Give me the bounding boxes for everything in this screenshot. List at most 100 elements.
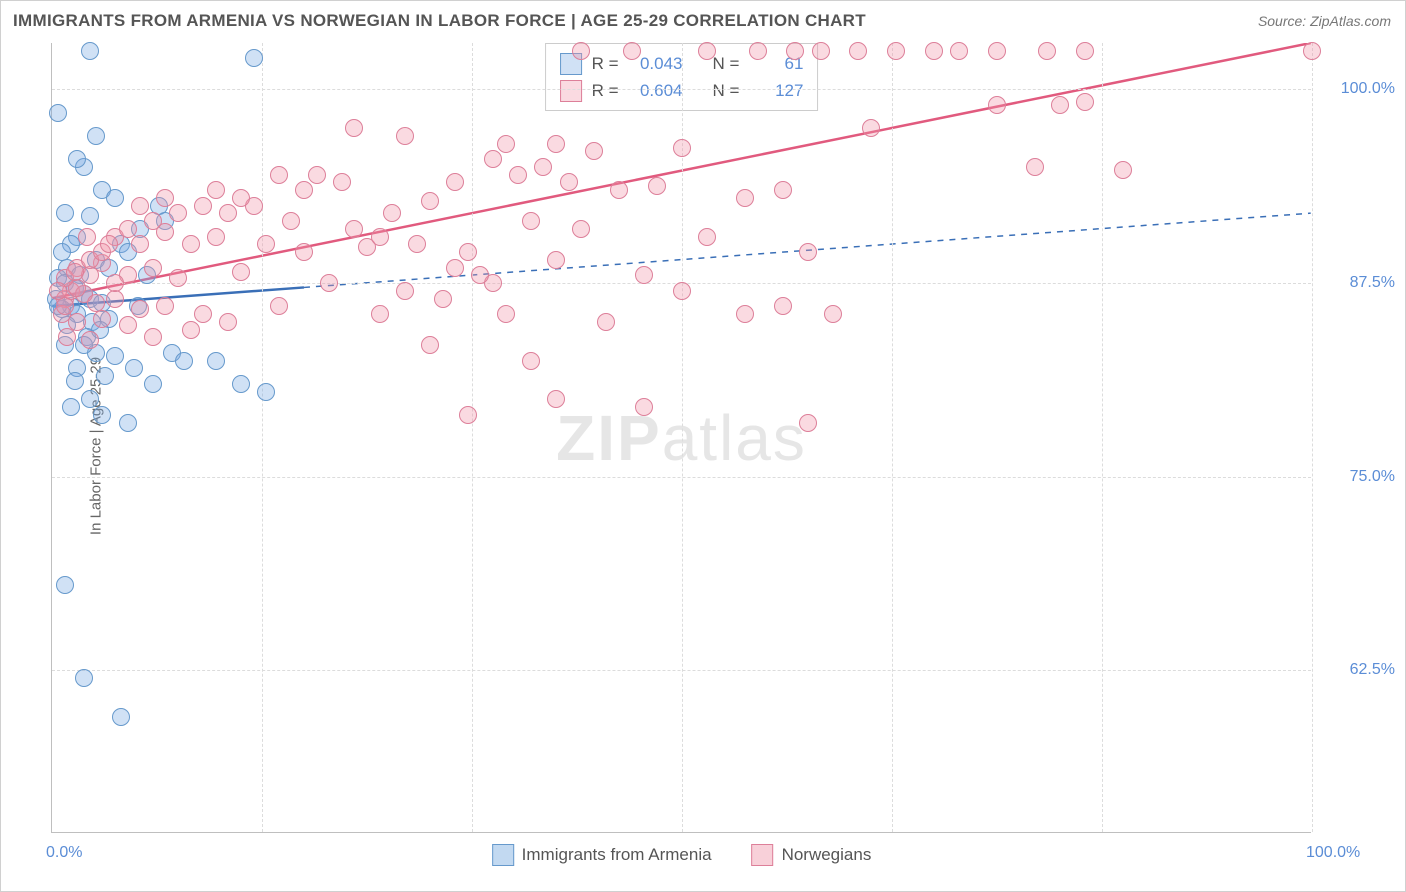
scatter-point-series-1: [295, 243, 313, 261]
scatter-point-series-1: [635, 398, 653, 416]
plot-area: ZIPatlas R = 0.043 N = 61 R = 0.604 N = …: [51, 43, 1311, 833]
scatter-point-series-1: [572, 220, 590, 238]
chart-title: IMMIGRANTS FROM ARMENIA VS NORWEGIAN IN …: [13, 11, 866, 31]
scatter-point-series-1: [308, 166, 326, 184]
y-tick-label: 87.5%: [1350, 274, 1395, 292]
scatter-point-series-1: [484, 150, 502, 168]
scatter-point-series-1: [144, 328, 162, 346]
scatter-point-series-1: [736, 189, 754, 207]
scatter-point-series-1: [434, 290, 452, 308]
scatter-point-series-1: [58, 328, 76, 346]
scatter-point-series-1: [156, 297, 174, 315]
scatter-point-series-1: [49, 282, 67, 300]
scatter-point-series-0: [175, 352, 193, 370]
legend-bottom-swatch-0: [492, 844, 514, 866]
scatter-point-series-1: [270, 166, 288, 184]
scatter-point-series-0: [87, 127, 105, 145]
scatter-point-series-1: [597, 313, 615, 331]
scatter-point-series-1: [282, 212, 300, 230]
scatter-point-series-1: [169, 204, 187, 222]
scatter-point-series-1: [106, 290, 124, 308]
scatter-point-series-1: [774, 297, 792, 315]
scatter-point-series-1: [207, 181, 225, 199]
scatter-point-series-1: [988, 42, 1006, 60]
scatter-point-series-0: [81, 42, 99, 60]
scatter-point-series-0: [207, 352, 225, 370]
scatter-point-series-0: [245, 49, 263, 67]
scatter-point-series-1: [421, 192, 439, 210]
scatter-point-series-1: [320, 274, 338, 292]
scatter-point-series-1: [257, 235, 275, 253]
scatter-point-series-1: [156, 189, 174, 207]
scatter-point-series-1: [547, 135, 565, 153]
scatter-point-series-0: [66, 372, 84, 390]
scatter-point-series-1: [194, 305, 212, 323]
scatter-point-series-1: [459, 406, 477, 424]
scatter-point-series-1: [887, 42, 905, 60]
scatter-point-series-1: [509, 166, 527, 184]
scatter-point-series-1: [396, 127, 414, 145]
scatter-point-series-1: [93, 310, 111, 328]
scatter-point-series-1: [849, 42, 867, 60]
scatter-point-series-0: [119, 414, 137, 432]
legend-R-value-1: 0.604: [629, 77, 683, 104]
scatter-point-series-1: [497, 135, 515, 153]
scatter-point-series-1: [950, 42, 968, 60]
scatter-point-series-0: [112, 708, 130, 726]
scatter-point-series-1: [66, 263, 84, 281]
legend-swatch-series-1: [560, 80, 582, 102]
scatter-point-series-1: [232, 189, 250, 207]
scatter-point-series-1: [100, 235, 118, 253]
scatter-point-series-1: [1303, 42, 1321, 60]
scatter-point-series-1: [547, 251, 565, 269]
scatter-point-series-0: [96, 367, 114, 385]
scatter-point-series-1: [648, 177, 666, 195]
scatter-point-series-0: [56, 576, 74, 594]
legend-N-value-1: 127: [749, 77, 803, 104]
scatter-point-series-1: [635, 266, 653, 284]
scatter-point-series-0: [257, 383, 275, 401]
scatter-point-series-0: [75, 669, 93, 687]
scatter-point-series-1: [106, 274, 124, 292]
scatter-point-series-1: [182, 235, 200, 253]
scatter-point-series-1: [1051, 96, 1069, 114]
scatter-point-series-1: [673, 139, 691, 157]
scatter-point-series-1: [799, 243, 817, 261]
scatter-point-series-1: [522, 212, 540, 230]
legend-N-label: N =: [713, 77, 740, 104]
scatter-point-series-1: [131, 300, 149, 318]
scatter-point-series-0: [106, 347, 124, 365]
scatter-point-series-1: [547, 390, 565, 408]
legend-bottom-label-0: Immigrants from Armenia: [522, 845, 712, 865]
scatter-point-series-1: [610, 181, 628, 199]
scatter-point-series-1: [534, 158, 552, 176]
legend-bottom-item-1: Norwegians: [752, 844, 872, 866]
scatter-point-series-1: [560, 173, 578, 191]
scatter-point-series-1: [56, 297, 74, 315]
scatter-point-series-1: [119, 316, 137, 334]
scatter-point-series-1: [78, 228, 96, 246]
watermark-atlas: atlas: [662, 402, 807, 474]
scatter-point-series-0: [81, 207, 99, 225]
legend-bottom: Immigrants from Armenia Norwegians: [492, 844, 872, 866]
scatter-point-series-1: [383, 204, 401, 222]
y-tick-label: 75.0%: [1350, 468, 1395, 486]
scatter-point-series-0: [106, 189, 124, 207]
scatter-point-series-0: [56, 204, 74, 222]
scatter-point-series-1: [585, 142, 603, 160]
scatter-point-series-1: [421, 336, 439, 354]
x-tick-label: 100.0%: [1306, 844, 1360, 862]
scatter-point-series-1: [623, 42, 641, 60]
scatter-point-series-1: [988, 96, 1006, 114]
scatter-point-series-1: [1114, 161, 1132, 179]
scatter-point-series-1: [497, 305, 515, 323]
scatter-point-series-1: [471, 266, 489, 284]
scatter-point-series-1: [396, 282, 414, 300]
legend-bottom-label-1: Norwegians: [782, 845, 872, 865]
scatter-point-series-1: [144, 259, 162, 277]
scatter-point-series-1: [673, 282, 691, 300]
scatter-point-series-1: [572, 42, 590, 60]
scatter-point-series-0: [125, 359, 143, 377]
y-tick-label: 100.0%: [1341, 80, 1395, 98]
scatter-point-series-1: [459, 243, 477, 261]
